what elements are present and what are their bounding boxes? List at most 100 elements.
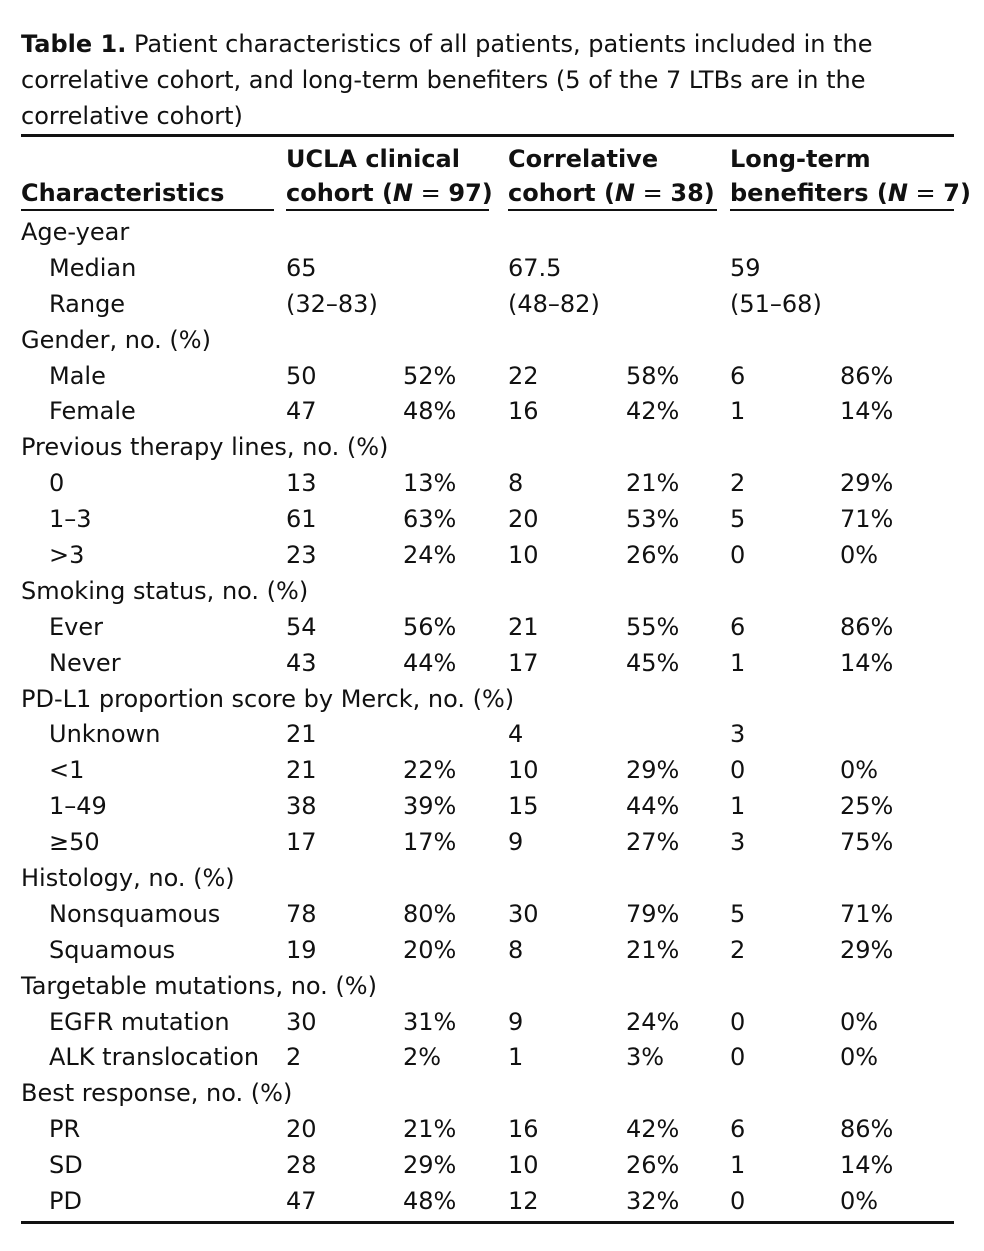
table-cell: 21: [286, 720, 317, 749]
table-cell: (32–83): [286, 289, 378, 318]
row-label: SD: [49, 1151, 83, 1180]
section-label: Targetable mutations, no. (%): [21, 971, 377, 1000]
table-cell: 4: [508, 720, 524, 749]
table-top-rule: [21, 134, 954, 137]
table-row: <1 21 22% 10 29% 0 0%: [0, 753, 984, 789]
table-cell: 9: [508, 1007, 524, 1036]
table-cell: 24%: [626, 1007, 680, 1036]
table-cell: 15: [508, 792, 539, 821]
table-cell: 26%: [626, 1151, 680, 1180]
table-cell: 23: [286, 541, 317, 570]
table-cell: 54: [286, 612, 317, 641]
table-cell: 78: [286, 899, 317, 928]
section-row: Smoking status, no. (%): [0, 574, 984, 610]
table-cell: 32%: [626, 1187, 680, 1216]
section-row: Targetable mutations, no. (%): [0, 969, 984, 1005]
table-cell: 39%: [403, 792, 457, 821]
table-cell: 3%: [626, 1043, 665, 1072]
table-cell: 26%: [626, 541, 680, 570]
row-label: Female: [49, 397, 136, 426]
table-cell: 86%: [840, 1115, 894, 1144]
table-cell: 75%: [840, 828, 894, 857]
table-cell: 27%: [626, 828, 680, 857]
table-cell: 86%: [840, 361, 894, 390]
header-col2-line2: cohort (N = 38): [508, 179, 715, 207]
table-cell: 45%: [626, 648, 680, 677]
table-cell: 30: [286, 1007, 317, 1036]
row-label: PR: [49, 1115, 81, 1144]
table-cell: 22%: [403, 756, 457, 785]
table-cell: 2: [286, 1043, 302, 1072]
header-rule-characteristics: [21, 209, 274, 211]
table-cell: 65: [286, 253, 317, 282]
table-row: Unknown 21 4 3: [0, 717, 984, 753]
table-cell: 10: [508, 756, 539, 785]
table-cell: 47: [286, 397, 317, 426]
table-cell: 31%: [403, 1007, 457, 1036]
table-cell: 50: [286, 361, 317, 390]
table-cell: 3: [730, 828, 746, 857]
section-label: Gender, no. (%): [21, 325, 211, 354]
table-cell: 29%: [840, 469, 894, 498]
table-cell: 13%: [403, 469, 457, 498]
table-cell: 1: [730, 648, 746, 677]
table-cell: 79%: [626, 899, 680, 928]
header-rule-col2: [508, 209, 717, 211]
table-cell: 6: [730, 1115, 746, 1144]
table-cell: 71%: [840, 899, 894, 928]
table-cell: 13: [286, 469, 317, 498]
table-cell: 0: [730, 756, 746, 785]
table-cell: 67.5: [508, 253, 562, 282]
table-cell: 6: [730, 361, 746, 390]
table-cell: 10: [508, 1151, 539, 1180]
table-cell: 14%: [840, 397, 894, 426]
row-label: Nonsquamous: [49, 899, 221, 928]
table-cell: 56%: [403, 612, 457, 641]
table-cell: 42%: [626, 397, 680, 426]
table-caption: Table 1. Patient characteristics of all …: [21, 26, 961, 134]
table-cell: 0: [730, 541, 746, 570]
table-cell: 21%: [626, 469, 680, 498]
table-cell: 16: [508, 397, 539, 426]
row-label: Squamous: [49, 935, 176, 964]
table-cell: 29%: [840, 935, 894, 964]
table-cell: 14%: [840, 1151, 894, 1180]
table-cell: 21: [286, 756, 317, 785]
row-label: Unknown: [49, 720, 161, 749]
table-cell: 6: [730, 612, 746, 641]
row-label: 0: [49, 469, 65, 498]
table-cell: 53%: [626, 505, 680, 534]
row-label: >3: [49, 541, 85, 570]
table-cell: 42%: [626, 1115, 680, 1144]
section-row: Previous therapy lines, no. (%): [0, 430, 984, 466]
table-cell: 3: [730, 720, 746, 749]
table-cell: 28: [286, 1151, 317, 1180]
table-cell: (48–82): [508, 289, 600, 318]
section-row: Age-year: [0, 215, 984, 251]
table-row: Median 65 67.5 59: [0, 251, 984, 287]
row-label: Ever: [49, 612, 103, 641]
table-cell: 55%: [626, 612, 680, 641]
row-label: Male: [49, 361, 106, 390]
table-cell: 0%: [840, 1043, 879, 1072]
table-cell: 80%: [403, 899, 457, 928]
table-cell: 8: [508, 935, 524, 964]
table-cell: 21%: [403, 1115, 457, 1144]
table-cell: 20: [286, 1115, 317, 1144]
table-cell: 16: [508, 1115, 539, 1144]
table-row: PR 20 21% 16 42% 6 86%: [0, 1112, 984, 1148]
table-cell: 52%: [403, 361, 457, 390]
table-cell: 63%: [403, 505, 457, 534]
table-cell: 47: [286, 1187, 317, 1216]
table-row: PD 47 48% 12 32% 0 0%: [0, 1184, 984, 1220]
table-cell: 19: [286, 935, 317, 964]
section-label: Age-year: [21, 218, 130, 246]
table-cell: 2: [730, 935, 746, 964]
table-row: Nonsquamous 78 80% 30 79% 5 71%: [0, 897, 984, 933]
section-label: Histology, no. (%): [21, 864, 235, 893]
table-cell: 0%: [840, 1187, 879, 1216]
table-row: 0 13 13% 8 21% 2 29%: [0, 466, 984, 502]
table-cell: 20%: [403, 935, 457, 964]
table-cell: 43: [286, 648, 317, 677]
header-col2-line1: Correlative: [508, 145, 659, 173]
